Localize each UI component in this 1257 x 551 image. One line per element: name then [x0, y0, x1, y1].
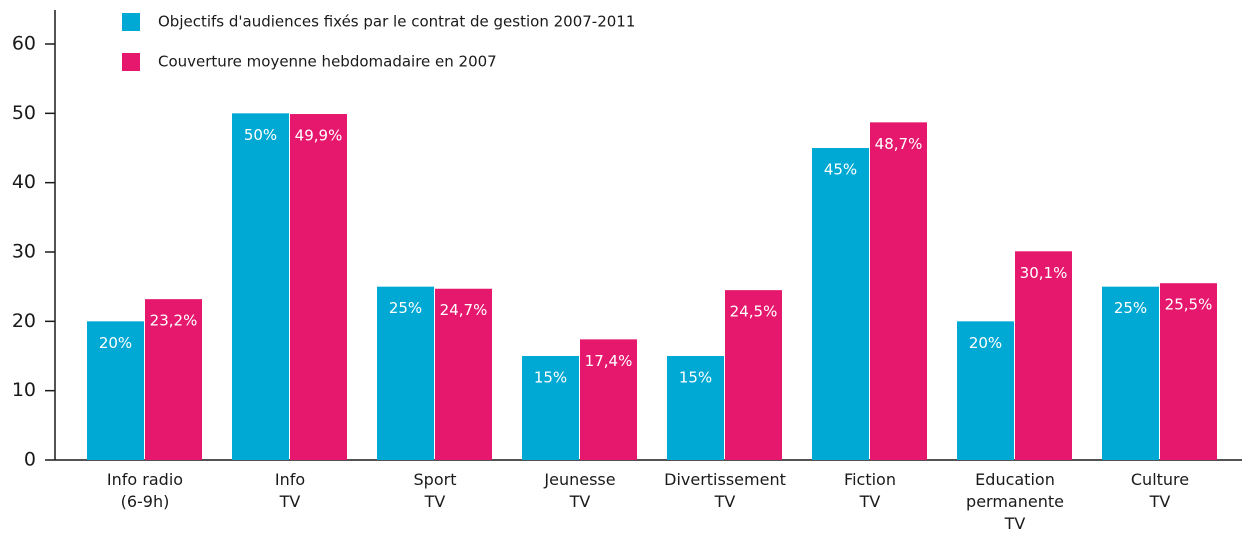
value-label: 50%: [244, 126, 277, 144]
bar: [522, 356, 579, 460]
bar: [870, 122, 927, 460]
value-label: 24,7%: [440, 301, 488, 319]
legend-swatch: [122, 53, 140, 71]
x-tick-label: Info radio (6-9h): [107, 470, 183, 511]
x-tick-label: Sport TV: [414, 470, 457, 511]
value-label: 25,5%: [1165, 296, 1213, 314]
legend-label: Couverture moyenne hebdomadaire en 2007: [158, 53, 497, 71]
value-label: 30,1%: [1020, 264, 1068, 282]
y-tick-label: 50: [12, 102, 36, 124]
bar: [1015, 251, 1072, 460]
bar: [580, 339, 637, 460]
bar: [667, 356, 724, 460]
value-label: 49,9%: [295, 127, 343, 145]
y-tick-label: 10: [12, 379, 36, 401]
x-tick-label: Divertissement TV: [664, 470, 786, 511]
x-tick-label: Fiction TV: [844, 470, 896, 511]
bar: [145, 299, 202, 460]
y-tick-label: 30: [12, 241, 36, 263]
x-tick-label: Jeunesse TV: [543, 470, 615, 511]
value-label: 25%: [389, 299, 422, 317]
bar: [812, 148, 869, 460]
y-tick-label: 60: [12, 33, 36, 55]
value-label: 23,2%: [150, 312, 198, 330]
bar: [290, 114, 347, 460]
bar: [377, 286, 434, 460]
value-label: 20%: [99, 334, 132, 352]
bar: [232, 113, 289, 460]
y-tick-label: 0: [24, 449, 36, 471]
value-label: 15%: [534, 369, 567, 387]
value-label: 24,5%: [730, 303, 778, 321]
bar: [435, 288, 492, 460]
value-label: 17,4%: [585, 352, 633, 370]
legend-label: Objectifs d'audiences fixés par le contr…: [158, 13, 635, 31]
bar: [725, 290, 782, 460]
bar: [1102, 286, 1159, 460]
value-label: 15%: [679, 369, 712, 387]
bar: [1160, 283, 1217, 460]
value-label: 25%: [1114, 299, 1147, 317]
y-tick-label: 40: [12, 171, 36, 193]
x-tick-label: Culture TV: [1131, 470, 1189, 511]
y-tick-label: 20: [12, 310, 36, 332]
bar: [87, 321, 144, 460]
legend-swatch: [122, 13, 140, 31]
value-label: 48,7%: [875, 135, 923, 153]
value-label: 45%: [824, 161, 857, 179]
bar: [957, 321, 1014, 460]
value-label: 20%: [969, 334, 1002, 352]
x-tick-label: Education permanente TV: [966, 470, 1064, 533]
x-tick-label: Info TV: [275, 470, 305, 511]
